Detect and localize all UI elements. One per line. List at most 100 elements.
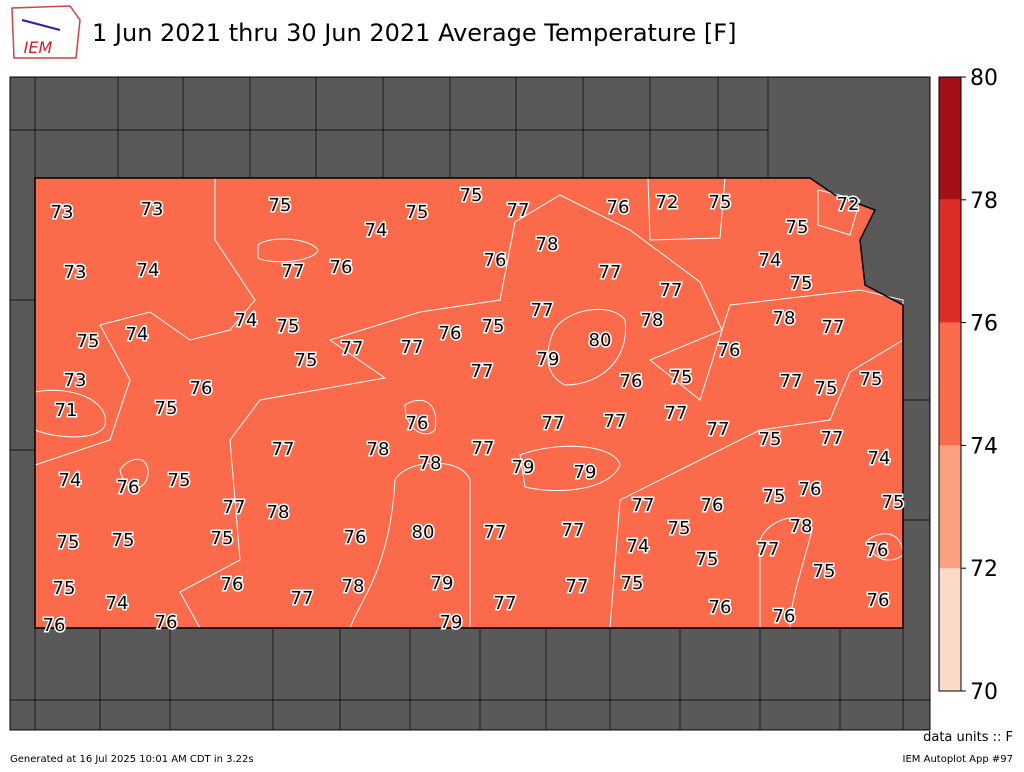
station-value: 74 [627, 536, 650, 557]
station-value: 74 [106, 593, 129, 614]
colorbar-label: 70 [970, 680, 998, 705]
station-value: 73 [141, 199, 164, 220]
colorbar-bin [939, 568, 961, 691]
station-value: 77 [599, 262, 622, 283]
station-value: 73 [64, 370, 87, 391]
station-value: 77 [566, 576, 589, 597]
station-value: 77 [341, 338, 364, 359]
station-value: 76 [221, 574, 244, 595]
station-value: 77 [542, 413, 565, 434]
station-value: 76 [799, 479, 822, 500]
station-value: 76 [484, 250, 507, 271]
station-value: 73 [64, 262, 87, 283]
station-value: 76 [330, 257, 353, 278]
station-value: 78 [419, 453, 442, 474]
colorbar-label: 76 [970, 312, 998, 337]
station-value: 72 [656, 192, 679, 213]
station-value: 75 [295, 350, 318, 371]
state-border [34, 177, 904, 629]
state [35, 178, 903, 628]
station-value: 75 [709, 192, 732, 213]
contour-fill [257, 238, 319, 263]
station-value: 75 [57, 532, 80, 553]
colorbar: 70 72 74 76 78 80 [938, 66, 998, 705]
colorbar-frame [938, 76, 962, 692]
logo: IEM [11, 5, 81, 59]
station-value: 80 [589, 330, 612, 351]
station-value: 77 [494, 593, 517, 614]
station-value: 77 [604, 411, 627, 432]
station-value: 78 [790, 516, 813, 537]
contour-fill [547, 308, 627, 386]
station-value: 75 [763, 486, 786, 507]
station-value: 74 [868, 448, 891, 469]
station-value: 77 [472, 438, 495, 459]
station-value: 77 [660, 280, 683, 301]
station-value: 77 [272, 439, 295, 460]
colorbar-bin [939, 445, 961, 569]
station-value: 77 [757, 539, 780, 560]
station-value: 77 [291, 588, 314, 609]
station-value: 75 [482, 316, 505, 337]
station-value: 75 [621, 573, 644, 594]
station-value: 75 [406, 202, 429, 223]
station-value: 78 [773, 308, 796, 329]
station-value: 76 [607, 197, 630, 218]
station-value: 75 [786, 217, 809, 238]
station-value: 75 [277, 316, 300, 337]
station-value: 77 [531, 300, 554, 321]
station-value: 77 [665, 403, 688, 424]
station-value: 79 [574, 462, 597, 483]
station-value: 75 [155, 398, 178, 419]
station-value: 76 [773, 606, 796, 627]
station-value: 77 [821, 428, 844, 449]
contour-fill [817, 189, 861, 236]
colorbar-bin [939, 77, 961, 200]
county-lines [10, 77, 930, 730]
station-value: 73 [51, 202, 74, 223]
station-value: 76 [190, 378, 213, 399]
station-value: 77 [822, 317, 845, 338]
colorbar-label: 78 [970, 189, 998, 214]
station-value: 75 [77, 331, 100, 352]
station-value: 74 [235, 310, 258, 331]
station-value: 78 [367, 439, 390, 460]
station-value: 75 [168, 470, 191, 491]
station-value: 71 [55, 400, 78, 421]
station-value: 77 [401, 337, 424, 358]
colorbar-label: 80 [970, 66, 998, 91]
generated: Generated at 16 Jul 2025 10:01 AM CDT in… [10, 754, 254, 765]
station-value: 77 [780, 371, 803, 392]
contour-fill [519, 445, 621, 492]
title: 1 Jun 2021 thru 30 Jun 2021 Average Temp… [92, 19, 736, 47]
contour-fill [759, 517, 813, 629]
station-value: 75 [813, 561, 836, 582]
station-value: 74 [137, 260, 160, 281]
station-value: 76 [867, 590, 890, 611]
station-value: 75 [882, 492, 905, 513]
station-value: 76 [866, 540, 889, 561]
colorbar-label: 74 [970, 434, 998, 459]
contour-fill [34, 177, 256, 466]
station-value: 78 [536, 234, 559, 255]
station-value: 78 [342, 576, 365, 597]
station-value: 77 [471, 361, 494, 382]
station-value: 78 [267, 502, 290, 523]
station-value: 76 [406, 413, 429, 434]
station-value: 77 [707, 419, 730, 440]
station-value: 79 [537, 349, 560, 370]
station-value: 75 [668, 518, 691, 539]
station-value: 77 [632, 495, 655, 516]
station-value: 74 [126, 324, 149, 345]
station-value: 77 [507, 200, 530, 221]
station-value: 76 [155, 612, 178, 633]
station-value: 76 [43, 615, 66, 636]
station-value: 75 [269, 195, 292, 216]
station-value: 76 [439, 323, 462, 344]
contour-fill [404, 399, 437, 435]
station-value: 75 [790, 273, 813, 294]
station-value: 77 [562, 520, 585, 541]
